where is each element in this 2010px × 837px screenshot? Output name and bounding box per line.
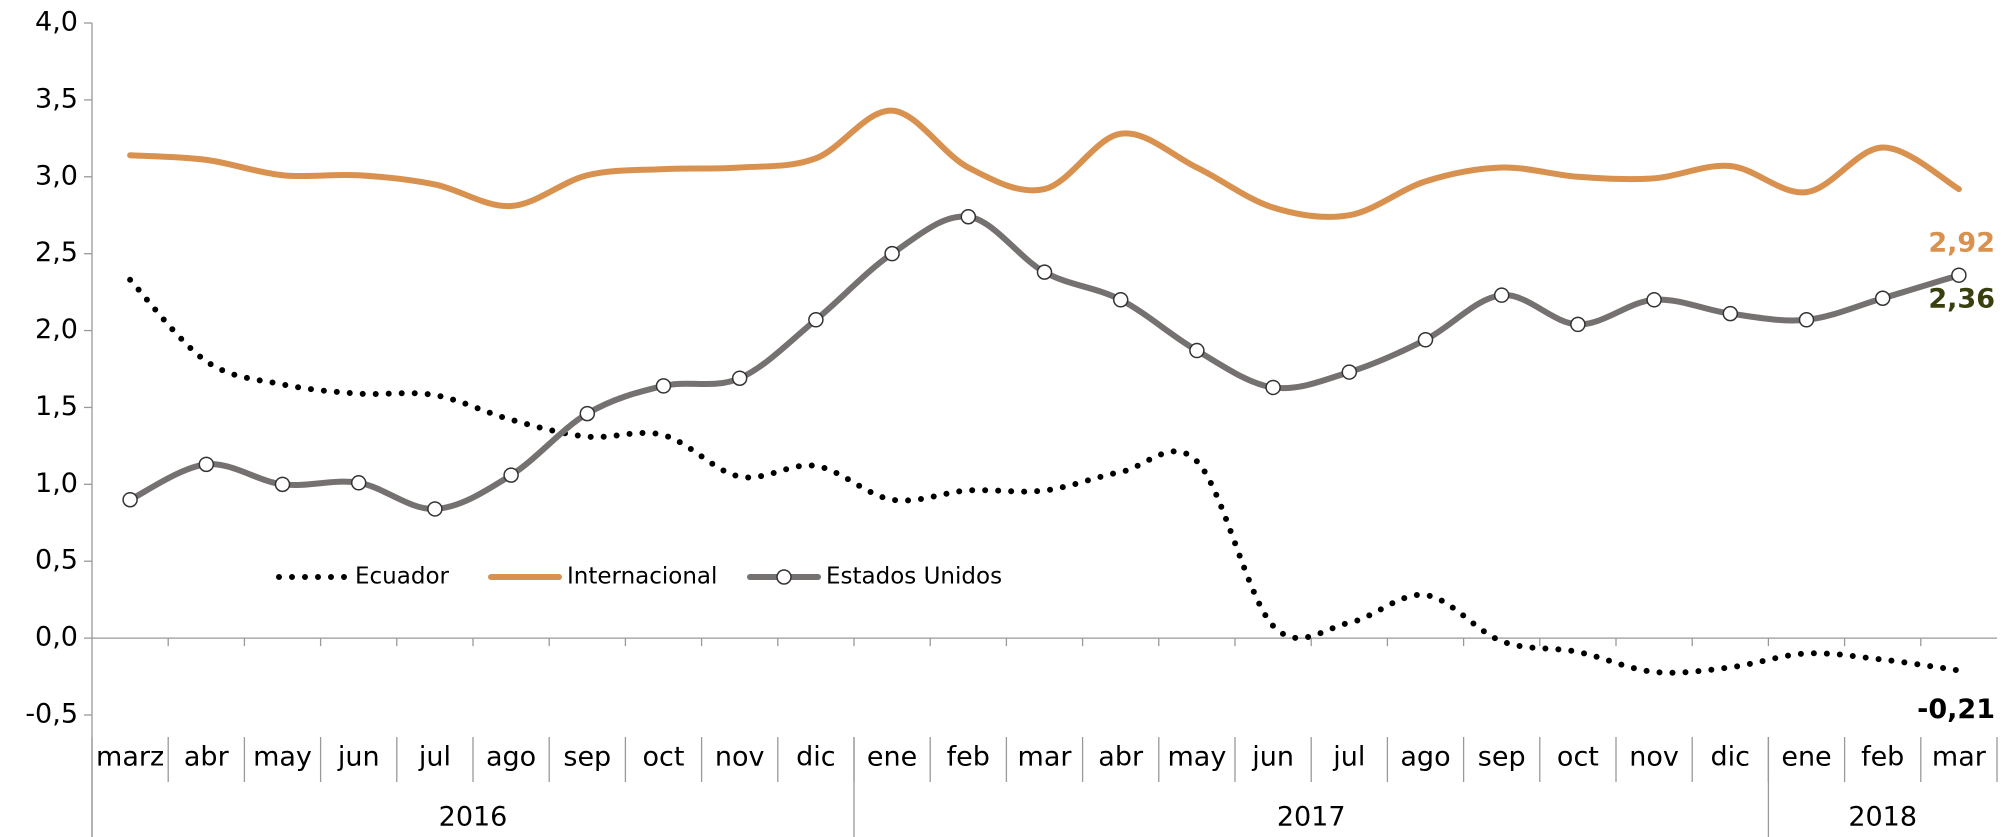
- legend-marker: [776, 569, 792, 585]
- marker: [579, 405, 596, 422]
- marker: [1722, 305, 1739, 322]
- y-tick-label: 2,5: [35, 237, 78, 268]
- y-tick-label: 3,5: [35, 83, 78, 114]
- x-tick-label: oct: [643, 742, 685, 773]
- marker: [1341, 364, 1358, 380]
- x-tick-label: jul: [1332, 742, 1365, 773]
- marker: [1951, 267, 1967, 283]
- x-tick-label: abr: [184, 742, 230, 773]
- marker: [1112, 292, 1129, 308]
- legend-label: Estados Unidos: [826, 564, 1002, 590]
- y-tick-label: 1,0: [35, 468, 78, 499]
- x-tick-label: feb: [1861, 742, 1904, 773]
- legend-label: Ecuador: [355, 564, 450, 590]
- marker: [1417, 332, 1434, 348]
- marker: [1265, 379, 1281, 396]
- x-tick-label: ene: [1781, 742, 1831, 773]
- series-line: [127, 107, 1962, 220]
- value-label: -0,21: [1917, 694, 1995, 725]
- marker: [503, 467, 519, 483]
- y-tick-label: 1,5: [35, 391, 78, 422]
- y-tick-label: 0,0: [35, 622, 78, 653]
- x-tick-label: abr: [1098, 742, 1144, 773]
- marker: [960, 209, 977, 225]
- x-tick-label: jun: [337, 742, 380, 773]
- y-tick-label: -0,5: [25, 699, 78, 730]
- y-tick-label: 4,0: [35, 7, 78, 38]
- marker: [1036, 264, 1053, 280]
- x-tick-label: may: [1167, 742, 1226, 773]
- marker: [731, 370, 748, 386]
- marker: [655, 378, 672, 394]
- x-tick-label: may: [253, 742, 312, 773]
- marker: [1570, 316, 1586, 333]
- marker: [808, 312, 824, 328]
- x-tick-label: marz: [96, 742, 164, 773]
- marker: [1493, 287, 1510, 303]
- y-tick-label: 2,0: [35, 314, 78, 345]
- year-label: 2018: [1848, 802, 1917, 833]
- x-tick-label: nov: [1629, 742, 1679, 773]
- x-tick-label: ago: [486, 742, 536, 773]
- marker: [1646, 292, 1662, 308]
- x-tick-label: mar: [1018, 742, 1073, 773]
- series-line: [127, 213, 1962, 512]
- x-tick-label: nov: [715, 742, 765, 773]
- x-tick-label: ene: [867, 742, 917, 773]
- x-tick-label: dic: [796, 742, 836, 773]
- x-tick-label: sep: [1478, 742, 1526, 773]
- marker: [1874, 290, 1891, 307]
- y-tick-label: 3,0: [35, 160, 78, 191]
- x-tick-label: sep: [563, 742, 611, 773]
- x-tick-label: jun: [1251, 742, 1294, 773]
- marker: [198, 456, 215, 473]
- value-label: 2,92: [1928, 228, 1995, 259]
- series-line: [127, 276, 1962, 676]
- marker: [1798, 312, 1815, 328]
- y-tick-label: 0,5: [35, 545, 78, 576]
- marker: [427, 501, 443, 517]
- x-tick-label: jul: [418, 742, 451, 773]
- marker: [122, 491, 138, 508]
- x-tick-label: ago: [1400, 742, 1450, 773]
- x-tick-label: mar: [1932, 742, 1987, 773]
- marker: [274, 476, 291, 493]
- marker: [884, 245, 900, 262]
- marker: [350, 475, 367, 491]
- value-label: 2,36: [1928, 284, 1995, 315]
- x-tick-label: dic: [1711, 742, 1751, 773]
- year-label: 2017: [1277, 802, 1346, 833]
- year-label: 2016: [439, 802, 508, 833]
- x-tick-label: feb: [947, 742, 990, 773]
- marker: [1189, 342, 1205, 359]
- legend-label: Internacional: [567, 564, 717, 590]
- x-tick-label: oct: [1557, 742, 1599, 773]
